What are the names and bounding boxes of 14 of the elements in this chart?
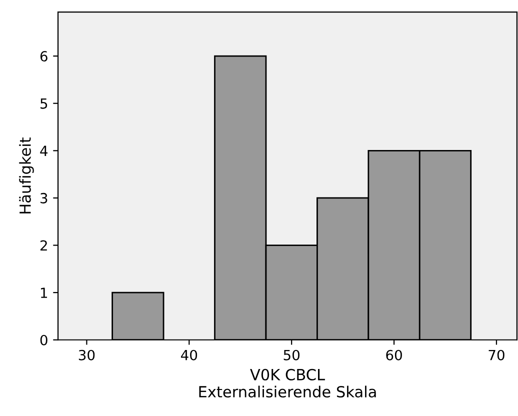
x-tick-label: 60 (386, 350, 402, 360)
x-tick-label: 40 (180, 350, 198, 360)
y-tick-label: 0 (40, 334, 48, 346)
y-tick-label: 1 (40, 288, 48, 298)
y-tick-label: 6 (40, 51, 48, 62)
x-axis-title: V0K CBCL Externalisierende Skala (199, 368, 376, 398)
y-tick-label: 4 (40, 146, 48, 156)
y-tick-label: 2 (40, 240, 47, 251)
y-tick-label: 5 (40, 98, 48, 109)
x-tick-label: 30 (78, 350, 95, 360)
x-tick-label: 50 (284, 350, 300, 360)
y-axis-title: Häufigkeit (19, 137, 34, 214)
x-tick-label: 70 (488, 350, 504, 360)
y-tick-label: 3 (40, 192, 48, 204)
